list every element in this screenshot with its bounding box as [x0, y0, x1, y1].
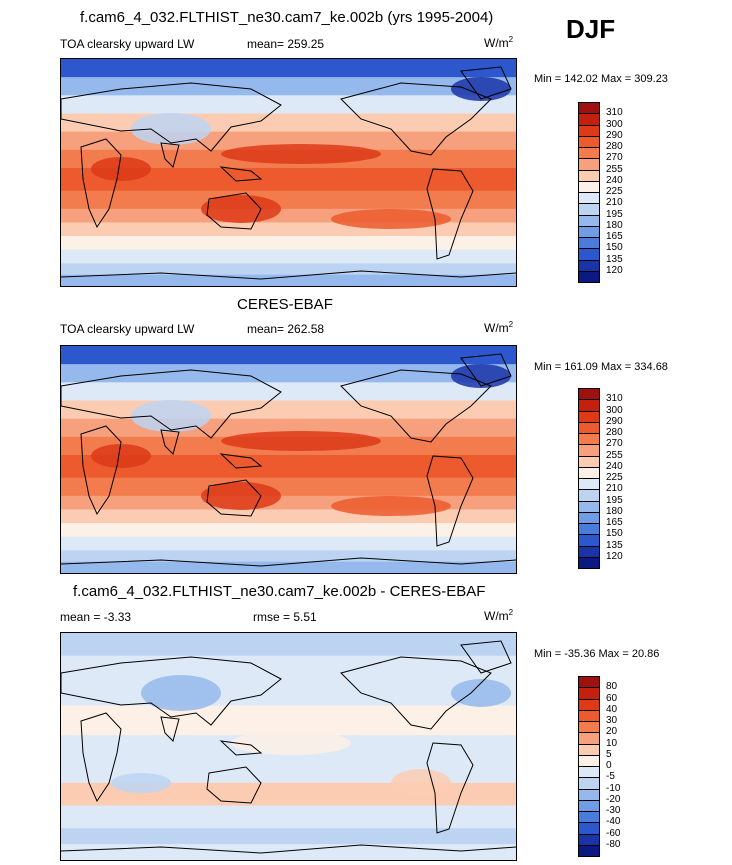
colorbar-tick-label: -60 [606, 827, 621, 839]
colorbar-tick-label: 310 [606, 107, 623, 119]
colorbar-tick-label: 80 [606, 681, 618, 693]
colorbar-tick-label: -20 [606, 793, 621, 805]
colorbar-tick-label: 195 [606, 494, 623, 506]
colorbar-tick-label: 10 [606, 737, 618, 749]
colorbar-tick-label: 5 [606, 748, 612, 760]
colorbar-tick-label: 180 [606, 505, 623, 517]
panel3-rmse: rmse = 5.51 [253, 610, 317, 624]
colorbar-tick-label: -5 [606, 771, 615, 783]
colorbar-tick-label: 120 [606, 550, 623, 562]
panel3-title: f.cam6_4_032.FLTHIST_ne30.cam7_ke.002b -… [73, 583, 486, 600]
colorbar-tick-label: 310 [606, 393, 623, 405]
panel1-minmax: Min = 142.02 Max = 309.23 [534, 73, 668, 85]
panel2-colorbar: 310 300 290 280 270 255 240 225 210 195 180 165 150 1… [578, 388, 638, 569]
colorbar-tick-label: -80 [606, 838, 621, 850]
colorbar-tick-label: 0 [606, 760, 612, 771]
colorbar-tick-label: 270 [606, 152, 623, 164]
panel2-minmax: Min = 161.09 Max = 334.68 [534, 361, 668, 373]
colorbar-tick-label: 290 [606, 415, 623, 427]
colorbar-tick-label: 135 [606, 253, 623, 265]
colorbar-tick-label: 150 [606, 242, 623, 254]
panel1-left-label: TOA clearsky upward LW [60, 37, 195, 51]
panel3-minmax: Min = -35.36 Max = 20.86 [534, 648, 660, 660]
colorbar-tick-label: -30 [606, 805, 621, 816]
panel2-mean: mean= 262.58 [247, 322, 325, 336]
colorbar-tick-label: 280 [606, 427, 623, 438]
panel3-colorbar: 80 60 40 30 20 10 5 0 -5 -10 -20 -30 -40 -60 -80 [578, 676, 638, 857]
season-label: DJF [566, 14, 616, 44]
colorbar-tick-label: 180 [606, 219, 623, 231]
panel2-title: CERES-EBAF [237, 296, 333, 313]
panel1-colorbar: 310 300 290 280 270 255 240 225 210 195 180 165 150 1… [578, 102, 638, 283]
panel2-map [60, 345, 517, 574]
colorbar-cell [578, 270, 600, 283]
panel1-units: W/m2 [484, 35, 514, 50]
colorbar-tick-label: 255 [606, 449, 623, 461]
colorbar-tick-label: 300 [606, 118, 623, 130]
colorbar-tick-label: 225 [606, 472, 623, 483]
colorbar-tick-label: 240 [606, 174, 623, 186]
colorbar-tick-label: 30 [606, 715, 618, 726]
colorbar-tick-label: 135 [606, 539, 623, 551]
colorbar-tick-label: 255 [606, 163, 623, 175]
colorbar-tick-label: 195 [606, 208, 623, 220]
colorbar-tick-label: -10 [606, 782, 621, 794]
colorbar-tick-label: 270 [606, 438, 623, 450]
panel2-left-label: TOA clearsky upward LW [60, 322, 195, 336]
colorbar-cell [578, 844, 600, 857]
colorbar-tick-label: 225 [606, 186, 623, 197]
panel1-mean: mean= 259.25 [247, 37, 325, 51]
panel2-units: W/m2 [484, 320, 514, 335]
panel3-units: W/m2 [484, 608, 514, 623]
colorbar-tick-label: 240 [606, 460, 623, 472]
colorbar-tick-label: 210 [606, 483, 623, 495]
colorbar-tick-label: 60 [606, 692, 618, 704]
colorbar-tick-label: 20 [606, 726, 618, 738]
colorbar-tick-label: 290 [606, 129, 623, 141]
colorbar-tick-label: 150 [606, 528, 623, 540]
colorbar-tick-label: 280 [606, 141, 623, 152]
panel3-left-label: mean = -3.33 [60, 610, 132, 624]
panel3-map [60, 632, 517, 861]
panel1-map [60, 58, 517, 287]
colorbar-tick-label: 120 [606, 264, 623, 276]
colorbar-cell [578, 556, 600, 569]
colorbar-tick-label: 210 [606, 197, 623, 209]
colorbar-tick-label: 165 [606, 517, 623, 528]
colorbar-tick-label: 40 [606, 703, 618, 715]
colorbar-tick-label: 165 [606, 231, 623, 242]
colorbar-tick-label: -40 [606, 816, 621, 828]
colorbar-tick-label: 300 [606, 404, 623, 416]
panel1-title: f.cam6_4_032.FLTHIST_ne30.cam7_ke.002b (… [80, 9, 494, 26]
